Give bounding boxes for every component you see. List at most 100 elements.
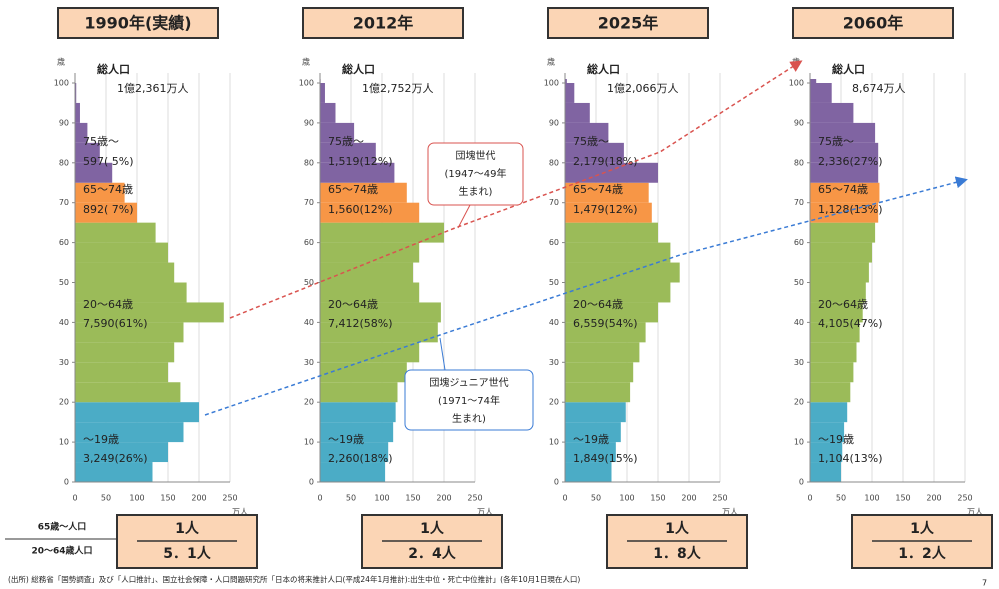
bar — [565, 202, 652, 223]
x-tick-label: 200 — [191, 494, 206, 503]
x-tick-label: 50 — [346, 494, 356, 503]
x-axis-label: 万人 — [477, 508, 493, 517]
bar — [75, 83, 77, 103]
x-tick-label: 150 — [895, 494, 910, 503]
band-value: 1,519(12%) — [328, 155, 393, 168]
y-tick-label: 40 — [59, 318, 69, 327]
band-name: 20～64歳 — [573, 298, 623, 311]
bar — [810, 322, 860, 343]
bar — [320, 202, 420, 223]
x-tick-label: 0 — [562, 494, 567, 503]
bar — [320, 422, 394, 443]
y-tick-label: 0 — [309, 478, 314, 487]
y-tick-label: 70 — [549, 198, 559, 207]
trend-arrow — [229, 60, 803, 319]
y-tick-label: 30 — [59, 358, 69, 367]
bar — [565, 222, 658, 243]
bar — [565, 262, 680, 283]
bar — [810, 142, 879, 163]
y-tick-label: 100 — [54, 79, 69, 88]
bar — [320, 142, 376, 163]
y-tick-label: 0 — [554, 478, 559, 487]
y-tick-label: 50 — [794, 278, 804, 287]
y-axis-label: 歳 — [302, 57, 310, 67]
bar — [75, 182, 125, 203]
bar — [75, 462, 153, 482]
y-tick-label: 40 — [794, 318, 804, 327]
band-value: 3,249(26%) — [83, 452, 148, 465]
ratio-bottom: 5．1人 — [163, 545, 211, 562]
band-name: ～19歳 — [83, 433, 119, 446]
bar — [320, 402, 396, 423]
bar — [565, 442, 616, 463]
x-tick-label: 200 — [436, 494, 451, 503]
bar — [75, 362, 168, 383]
band-name: 75歳～ — [818, 135, 854, 148]
y-tick-label: 80 — [59, 158, 69, 167]
bar — [565, 242, 671, 263]
bar — [75, 282, 187, 303]
bar — [320, 162, 395, 183]
y-tick-label: 90 — [304, 118, 314, 127]
y-tick-label: 60 — [794, 238, 804, 247]
bar — [75, 322, 184, 343]
y-tick-label: 60 — [549, 238, 559, 247]
bar — [565, 83, 575, 103]
bar — [75, 342, 175, 363]
title-box — [547, 7, 709, 39]
bar — [810, 162, 879, 183]
y-tick-label: 20 — [59, 398, 69, 407]
bar — [75, 402, 199, 423]
band-name: 65～74歳 — [818, 183, 868, 196]
bar — [320, 222, 444, 243]
ratio-bottom: 1．2人 — [898, 545, 946, 562]
x-tick-label: 200 — [681, 494, 696, 503]
bar — [75, 442, 168, 463]
x-tick-label: 0 — [72, 494, 77, 503]
bar — [565, 79, 567, 83]
bar — [75, 242, 168, 263]
x-tick-label: 200 — [926, 494, 941, 503]
x-tick-label: 250 — [467, 494, 482, 503]
callout-box — [427, 142, 524, 206]
panel-title: 1990年(実績) — [84, 14, 191, 33]
bar — [810, 422, 845, 443]
y-tick-label: 20 — [304, 398, 314, 407]
bar — [565, 142, 624, 163]
x-tick-label: 250 — [222, 494, 237, 503]
x-axis-label: 万人 — [967, 508, 983, 517]
y-tick-label: 10 — [794, 438, 804, 447]
y-tick-label: 40 — [549, 318, 559, 327]
band-name: 65～74歳 — [573, 183, 623, 196]
x-tick-label: 0 — [807, 494, 812, 503]
x-tick-label: 100 — [129, 494, 144, 503]
total-value: 1億2,752万人 — [362, 82, 434, 95]
band-name: 20～64歳 — [83, 298, 133, 311]
total-value: 8,674万人 — [852, 82, 906, 95]
band-name: 65～74歳 — [328, 183, 378, 196]
y-tick-label: 60 — [59, 238, 69, 247]
total-label: 総人口 — [587, 62, 620, 76]
bar — [320, 322, 438, 343]
callout-text: 団塊ジュニア世代 — [429, 376, 508, 389]
bar — [75, 222, 156, 243]
x-tick-label: 100 — [619, 494, 634, 503]
bar — [810, 83, 832, 103]
x-tick-label: 50 — [836, 494, 846, 503]
y-axis-label: 歳 — [547, 57, 555, 67]
y-tick-label: 10 — [549, 438, 559, 447]
band-value: 6,559(54%) — [573, 317, 638, 330]
band-name: ～19歳 — [818, 433, 854, 446]
x-tick-label: 150 — [405, 494, 420, 503]
panel-title: 2025年 — [598, 14, 659, 33]
y-tick-label: 60 — [304, 238, 314, 247]
callout-box — [404, 369, 534, 431]
bar — [810, 402, 848, 423]
band-value: 7,590(61%) — [83, 317, 148, 330]
y-tick-label: 70 — [59, 198, 69, 207]
total-value: 1億2,066万人 — [607, 82, 679, 95]
x-tick-label: 100 — [864, 494, 879, 503]
bar — [565, 362, 634, 383]
bar — [810, 122, 876, 143]
